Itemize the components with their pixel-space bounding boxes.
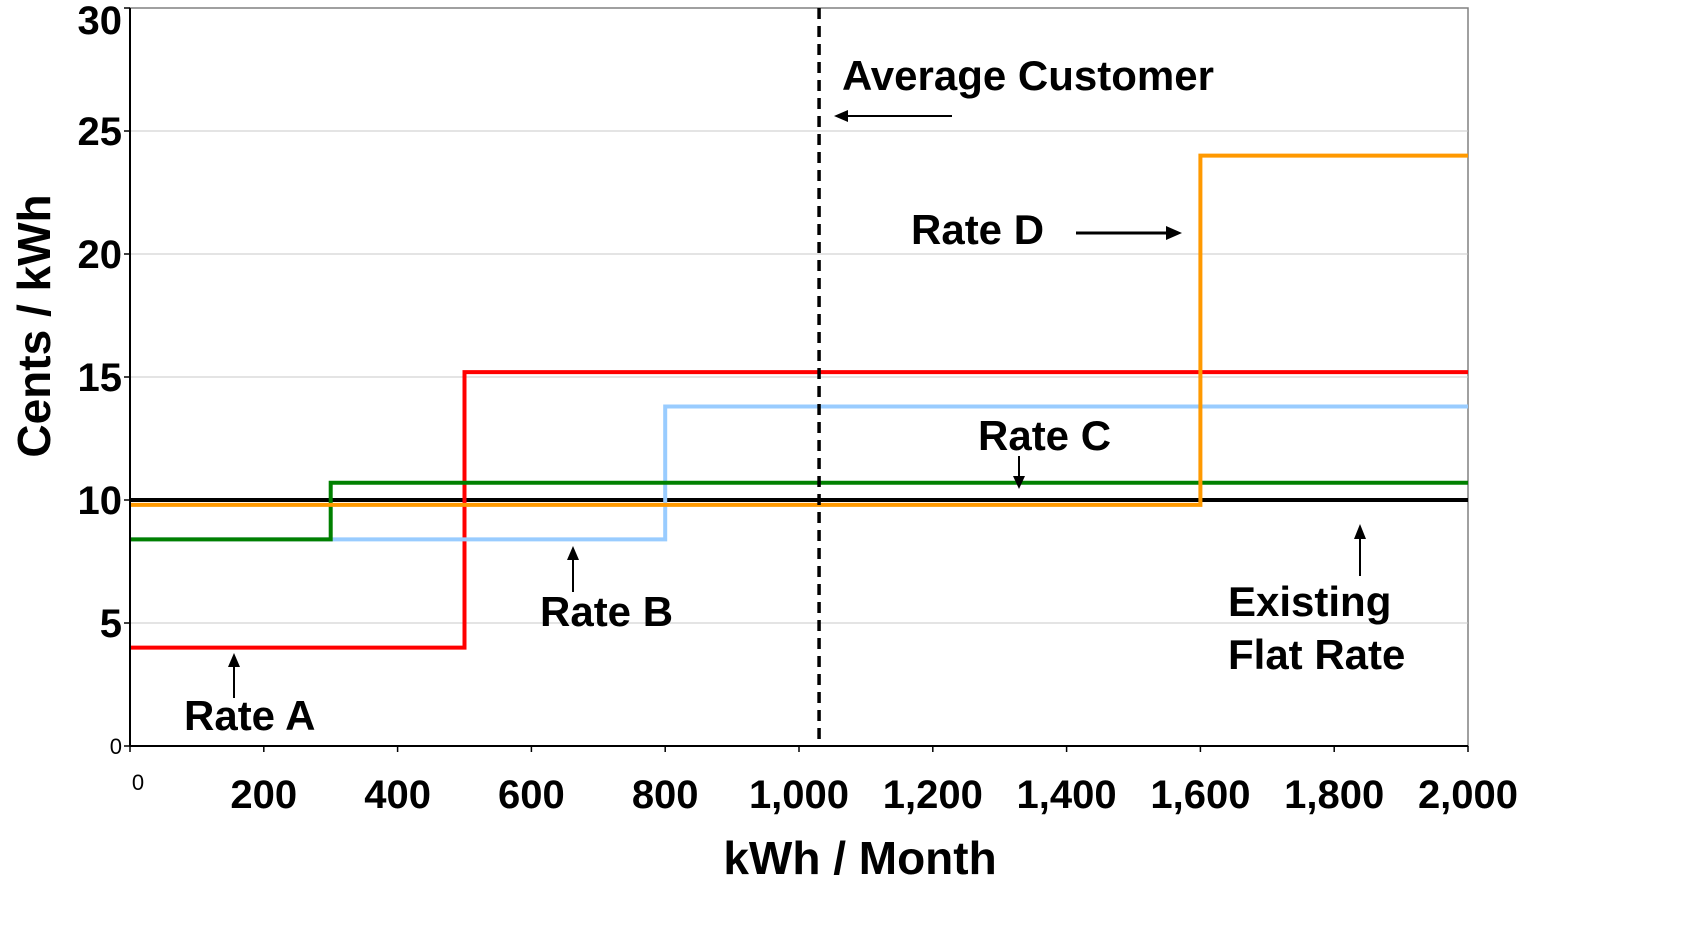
- x-tick-label: 1,400: [1017, 773, 1117, 817]
- rate-d-label: Rate D: [911, 206, 1044, 253]
- y-tick-labels: 0 5 10 15 20 25 30: [78, 0, 123, 759]
- series-lines: [130, 153, 1468, 650]
- rate-b-arrow: [567, 546, 579, 592]
- y-tick-label: 30: [78, 0, 123, 43]
- series-rate-a: [130, 370, 1468, 650]
- series-rate-d: [130, 153, 1468, 507]
- y-tick-label: 15: [78, 356, 123, 400]
- average-customer-arrow: [834, 110, 952, 122]
- x-tick-label: 0: [132, 770, 144, 795]
- y-tick-label: 25: [78, 110, 123, 154]
- x-tick-label: 1,000: [749, 773, 849, 817]
- y-tick-label: 20: [78, 233, 123, 277]
- flat-rate-label-line1: Existing: [1228, 578, 1391, 625]
- y-tick-label: 0: [110, 734, 122, 759]
- axes: [129, 8, 1468, 747]
- x-tick-labels: 0 200 400 600 800 1,000 1,200 1,400 1,600 1,800 2,…: [132, 770, 1518, 817]
- y-axis-title: Cents / kWh: [8, 194, 60, 457]
- series-rate-c: [130, 480, 1468, 542]
- x-tick-label: 200: [230, 773, 297, 817]
- x-tick-label: 800: [632, 773, 699, 817]
- average-customer-label: Average Customer: [842, 52, 1214, 99]
- x-tick-label: 400: [364, 773, 431, 817]
- x-tick-label: 1,600: [1150, 773, 1250, 817]
- x-axis-title: kWh / Month: [723, 832, 996, 884]
- y-tick-label: 5: [100, 602, 122, 646]
- rate-c-arrow: [1013, 456, 1025, 489]
- x-tick-label: 1,800: [1284, 773, 1384, 817]
- rate-c-label: Rate C: [978, 412, 1111, 459]
- rate-b-label: Rate B: [540, 588, 673, 635]
- x-tick-label: 2,000: [1418, 773, 1518, 817]
- x-tick-label: 600: [498, 773, 565, 817]
- rate-a-label: Rate A: [184, 692, 315, 739]
- x-tick-label: 1,200: [883, 773, 983, 817]
- rate-d-arrow: [1076, 226, 1182, 240]
- gridlines: [124, 7, 1469, 752]
- series-rate-b: [130, 404, 1468, 542]
- flat-rate-arrow: [1354, 524, 1366, 576]
- y-tick-label: 10: [78, 479, 123, 523]
- flat-rate-label-line2: Flat Rate: [1228, 631, 1405, 678]
- rate-a-arrow: [228, 653, 240, 698]
